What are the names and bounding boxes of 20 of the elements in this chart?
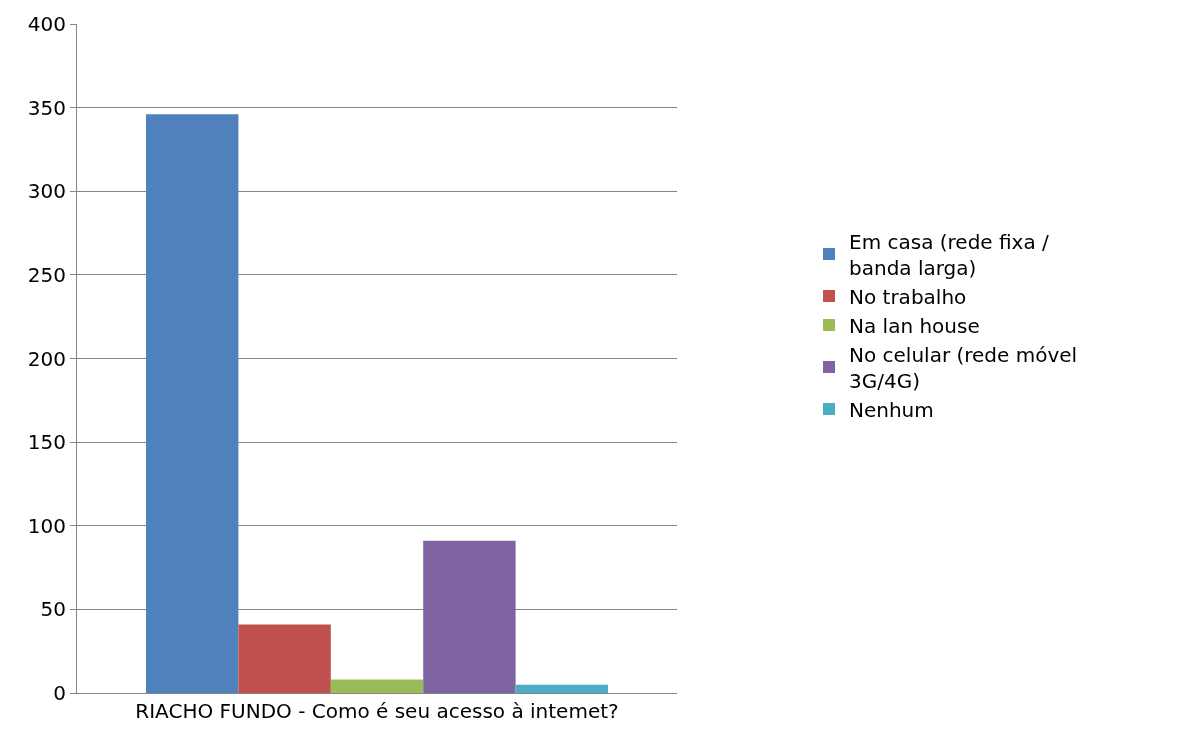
- legend-label: Em casa (rede fixa / banda larga): [849, 229, 1050, 280]
- bar: [146, 114, 239, 693]
- y-tick-label: 0: [53, 681, 66, 705]
- bar: [515, 684, 608, 693]
- legend-label: Nenhum: [849, 397, 934, 422]
- legend-label: No celular (rede móvel 3G/4G): [849, 342, 1078, 393]
- y-tick-label: 250: [27, 262, 66, 287]
- bar: [330, 679, 424, 693]
- y-tick-label: 100: [27, 513, 66, 538]
- bar: [238, 624, 331, 693]
- x-tick-label: RIACHO FUNDO - Como é seu acesso à intemet?: [135, 699, 619, 723]
- legend-label: No trabalho: [849, 284, 967, 309]
- y-tick-label: 150: [27, 430, 66, 455]
- legend-label: Na lan house: [849, 313, 980, 338]
- y-tick-label: 300: [27, 179, 66, 204]
- y-tick-label: 350: [27, 95, 66, 120]
- y-tick-label: 400: [27, 12, 66, 36]
- y-tick-label: 200: [27, 346, 66, 371]
- bar: [423, 540, 516, 693]
- y-tick-label: 50: [40, 597, 66, 622]
